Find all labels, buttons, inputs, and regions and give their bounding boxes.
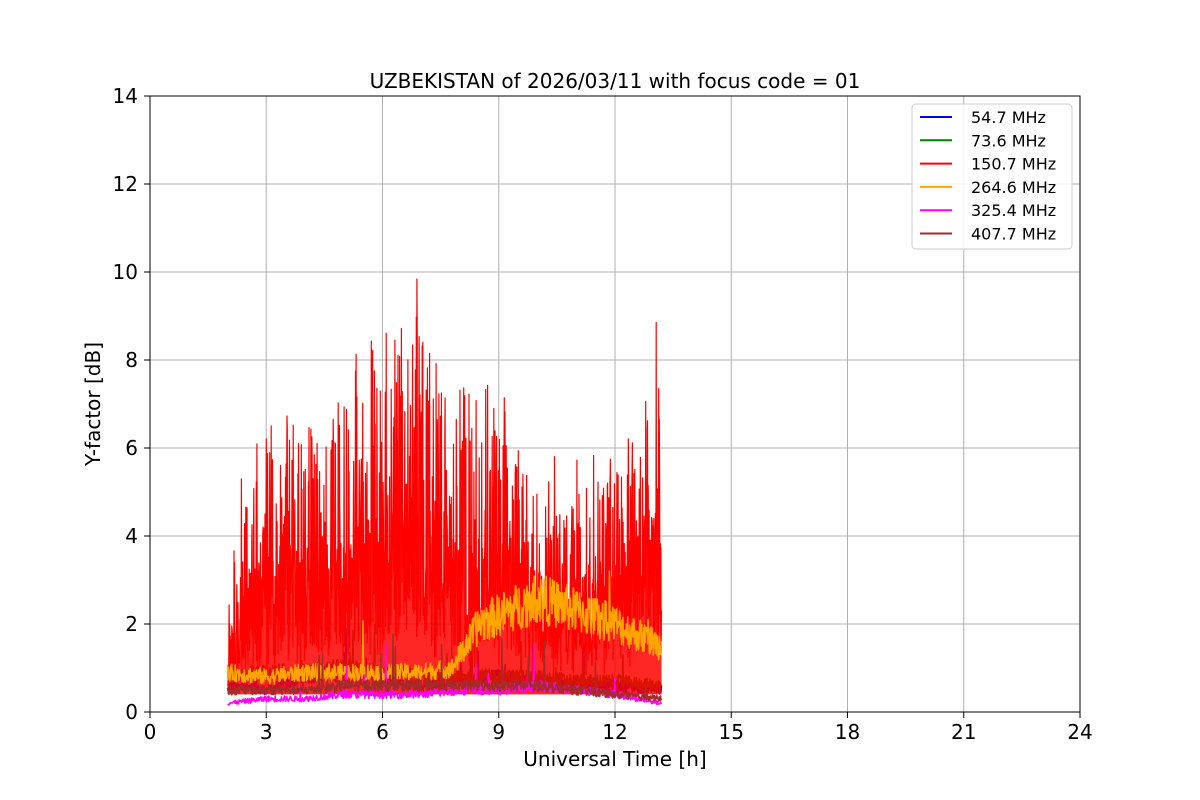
y-tick-label: 4: [125, 524, 138, 548]
x-tick-label: 6: [376, 720, 389, 744]
x-tick-label: 3: [260, 720, 273, 744]
legend-label: 73.6 MHz: [971, 131, 1046, 150]
x-tick-label: 9: [492, 720, 505, 744]
series-line: [226, 570, 663, 685]
legend-label: 150.7 MHz: [971, 155, 1056, 174]
x-tick-label: 12: [602, 720, 627, 744]
series-5: [227, 641, 663, 706]
series-4: [226, 570, 663, 685]
x-axis-ticks: 0 3 6 9 12 15 18 21 24: [144, 712, 1093, 744]
x-tick-label: 0: [144, 720, 157, 744]
series-6: [226, 633, 663, 703]
series-layer: [226, 278, 663, 706]
y-tick-label: 0: [125, 700, 138, 724]
chart-title: UZBEKISTAN of 2026/03/11 with focus code…: [370, 69, 861, 93]
series-line: [226, 633, 663, 703]
x-tick-label: 15: [719, 720, 744, 744]
series-3: [226, 278, 663, 695]
x-tick-label: 18: [835, 720, 860, 744]
y-axis-ticks: 0 2 4 6 8 10 12 14: [113, 84, 150, 724]
x-axis-label: Universal Time [h]: [523, 747, 706, 771]
series-line: [226, 278, 663, 689]
x-tick-label: 21: [951, 720, 976, 744]
y-tick-label: 14: [113, 84, 138, 108]
y-tick-label: 10: [113, 260, 138, 284]
y-tick-label: 8: [125, 348, 138, 372]
series-line: [227, 641, 663, 706]
legend-label: 54.7 MHz: [971, 108, 1046, 127]
legend-label: 264.6 MHz: [971, 178, 1056, 197]
y-axis-label: Y-factor [dB]: [81, 342, 105, 467]
x-tick-label: 24: [1067, 720, 1092, 744]
legend-label: 407.7 MHz: [971, 225, 1056, 244]
y-tick-label: 6: [125, 436, 138, 460]
legend: 54.7 MHz 73.6 MHz 150.7 MHz 264.6 MHz 325.4…: [911, 103, 1073, 250]
legend-label: 325.4 MHz: [971, 201, 1056, 220]
y-tick-label: 2: [125, 612, 138, 636]
y-tick-label: 12: [113, 172, 138, 196]
